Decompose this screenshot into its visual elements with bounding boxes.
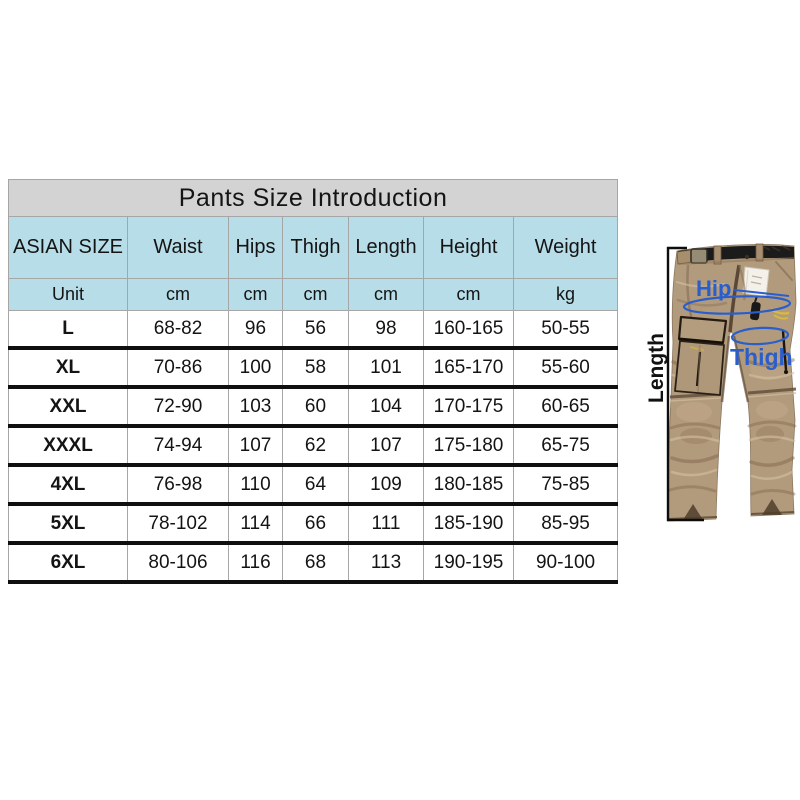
value-cell: 56 <box>282 310 349 350</box>
length-label: Length <box>645 333 668 403</box>
table-row: 6XL 80-106 116 68 113 190-195 90-100 <box>8 543 619 584</box>
unit-cell: cm <box>423 278 514 311</box>
table-row: XXL 72-90 103 60 104 170-175 60-65 <box>8 387 619 428</box>
value-cell: 60-65 <box>512 387 619 428</box>
value-cell: 96 <box>228 310 283 350</box>
header-waist: Waist <box>127 216 229 279</box>
table-row: 5XL 78-102 114 66 111 185-190 85-95 <box>8 504 619 545</box>
value-cell: 160-165 <box>423 310 514 350</box>
value-cell: 90-100 <box>512 543 619 584</box>
value-cell: 101 <box>348 348 424 389</box>
value-cell: 190-195 <box>423 543 514 584</box>
value-cell: 98 <box>348 310 424 350</box>
size-cell: 6XL <box>8 543 128 584</box>
unit-cell: cm <box>127 278 229 311</box>
table-row: L 68-82 96 56 98 160-165 50-55 <box>8 310 619 350</box>
value-cell: 165-170 <box>423 348 514 389</box>
value-cell: 114 <box>228 504 283 545</box>
value-cell: 107 <box>228 426 283 467</box>
value-cell: 116 <box>228 543 283 584</box>
header-hips: Hips <box>228 216 283 279</box>
size-cell: 5XL <box>8 504 128 545</box>
size-cell: XXXL <box>8 426 128 467</box>
unit-cell: cm <box>282 278 349 311</box>
value-cell: 109 <box>348 465 424 506</box>
value-cell: 76-98 <box>127 465 229 506</box>
value-cell: 75-85 <box>512 465 619 506</box>
value-cell: 70-86 <box>127 348 229 389</box>
measure-annotations: Hip Thigh Length <box>645 246 793 522</box>
value-cell: 107 <box>348 426 424 467</box>
value-cell: 80-106 <box>127 543 229 584</box>
size-cell: XXL <box>8 387 128 428</box>
value-cell: 111 <box>348 504 424 545</box>
value-cell: 68 <box>282 543 349 584</box>
unit-label: Unit <box>8 278 128 311</box>
value-cell: 60 <box>282 387 349 428</box>
value-cell: 55-60 <box>512 348 619 389</box>
unit-cell: cm <box>228 278 283 311</box>
value-cell: 175-180 <box>423 426 514 467</box>
unit-row: Unit cm cm cm cm cm kg <box>8 278 619 311</box>
table-header-row: ASIAN SIZE Waist Hips Thigh Length Heigh… <box>8 216 619 279</box>
size-cell: XL <box>8 348 128 389</box>
hip-ellipse <box>682 295 792 315</box>
value-cell: 64 <box>282 465 349 506</box>
value-cell: 62 <box>282 426 349 467</box>
value-cell: 185-190 <box>423 504 514 545</box>
value-cell: 113 <box>348 543 424 584</box>
page-title: Pants Size Introduction <box>7 179 619 217</box>
pants-photo-illustration <box>667 243 797 522</box>
value-cell: 100 <box>228 348 283 389</box>
belt-buckle <box>690 248 708 264</box>
size-cell: 4XL <box>8 465 128 506</box>
thigh-label: Thigh <box>730 344 793 370</box>
table-row: 4XL 76-98 110 64 109 180-185 75-85 <box>8 465 619 506</box>
pants-figure: Hip Thigh Length <box>628 228 800 530</box>
unit-cell: kg <box>512 278 619 311</box>
size-cell: L <box>8 310 128 350</box>
table-row: XL 70-86 100 58 101 165-170 55-60 <box>8 348 619 389</box>
value-cell: 66 <box>282 504 349 545</box>
header-asian-size: ASIAN SIZE <box>8 216 128 279</box>
header-height: Height <box>423 216 514 279</box>
value-cell: 78-102 <box>127 504 229 545</box>
value-cell: 58 <box>282 348 349 389</box>
header-length: Length <box>348 216 424 279</box>
value-cell: 72-90 <box>127 387 229 428</box>
value-cell: 85-95 <box>512 504 619 545</box>
zipper-pull <box>750 301 761 321</box>
value-cell: 50-55 <box>512 310 619 350</box>
hip-label: Hip <box>696 276 731 301</box>
thigh-ellipse <box>730 326 790 346</box>
header-weight: Weight <box>512 216 619 279</box>
belt <box>676 243 794 265</box>
value-cell: 110 <box>228 465 283 506</box>
value-cell: 170-175 <box>423 387 514 428</box>
value-cell: 74-94 <box>127 426 229 467</box>
hip-leader-line <box>733 289 790 297</box>
value-cell: 104 <box>348 387 424 428</box>
value-cell: 103 <box>228 387 283 428</box>
table-title-row: Pants Size Introduction <box>7 179 619 217</box>
value-cell: 68-82 <box>127 310 229 350</box>
value-cell: 180-185 <box>423 465 514 506</box>
size-table: Pants Size Introduction ASIAN SIZE Waist… <box>7 179 619 584</box>
unit-cell: cm <box>348 278 424 311</box>
table-row: XXXL 74-94 107 62 107 175-180 65-75 <box>8 426 619 467</box>
pants-silhouette <box>667 243 797 522</box>
length-bracket <box>666 246 704 522</box>
fly-and-pocket <box>728 254 770 333</box>
cargo-pocket <box>674 315 728 396</box>
value-cell: 65-75 <box>512 426 619 467</box>
header-thigh: Thigh <box>282 216 349 279</box>
